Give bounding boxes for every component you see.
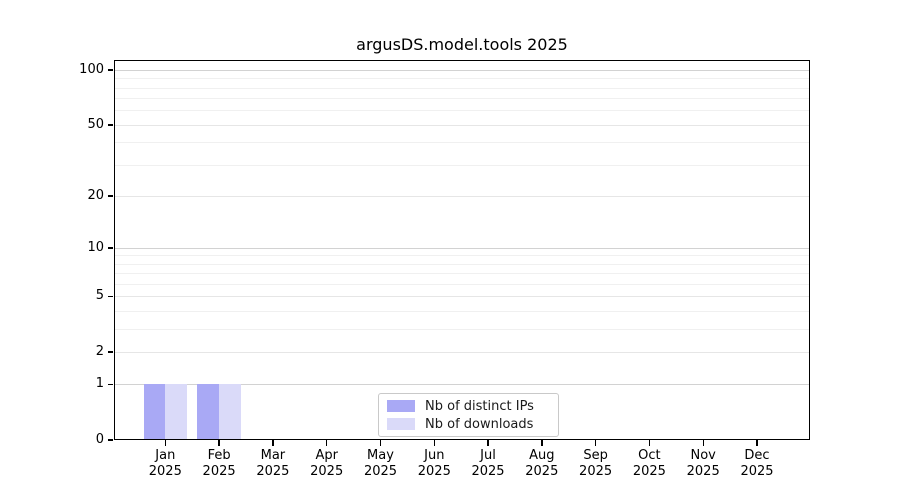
y-tick-label: 0 [95, 432, 104, 447]
x-tick [756, 440, 758, 446]
y-tick [107, 195, 113, 197]
x-tick [325, 440, 328, 446]
y-gridline-minor [115, 255, 809, 257]
y-gridline-minor [115, 273, 809, 275]
y-tick-label: 2 [95, 343, 104, 359]
y-tick-label: 1 [95, 376, 104, 392]
y-gridline-major [115, 70, 809, 71]
y-tick-label: 5 [95, 288, 104, 304]
x-tick-label: Apr 2025 [310, 448, 344, 479]
y-tick-label: 50 [87, 116, 104, 132]
y-gridline-minor [115, 142, 809, 144]
bar-distinct-ips [197, 384, 220, 439]
x-tick-label: Dec 2025 [740, 448, 774, 479]
legend-entry: Nb of downloads [387, 417, 558, 432]
x-tick-label: Sep 2025 [579, 448, 613, 479]
y-gridline-major [115, 384, 809, 386]
y-gridline-minor [115, 311, 809, 312]
x-tick [164, 440, 167, 446]
x-tick-label: Jul 2025 [471, 448, 505, 479]
x-tick [218, 440, 220, 446]
legend-label: Nb of distinct IPs [425, 398, 534, 414]
y-gridline-minor [115, 87, 809, 89]
x-tick-label: May 2025 [363, 448, 398, 479]
x-tick-label: Mar 2025 [256, 448, 290, 479]
chart-title: argusDS.model.tools 2025 [356, 35, 568, 54]
x-tick [541, 440, 543, 446]
legend: Nb of distinct IPs Nb of downloads [378, 393, 559, 437]
y-gridline-minor [115, 164, 809, 166]
y-tick [107, 351, 113, 353]
x-tick-label: Aug 2025 [525, 448, 559, 479]
y-tick-label: 20 [87, 187, 104, 203]
plot-frame [114, 60, 810, 440]
x-tick-label: Jun 2025 [417, 448, 451, 479]
y-tick [107, 69, 113, 71]
x-tick [702, 440, 704, 446]
y-tick [107, 247, 113, 249]
y-gridline-minor [115, 284, 809, 285]
x-tick [272, 440, 274, 446]
y-tick-label: 100 [79, 62, 104, 77]
x-tick [433, 440, 435, 446]
y-tick [107, 295, 113, 298]
y-gridline [115, 351, 809, 353]
y-tick [107, 439, 113, 441]
bar-downloads [219, 384, 241, 439]
y-tick-label: 10 [87, 239, 104, 255]
x-tick [594, 440, 597, 446]
legend-label: Nb of downloads [425, 416, 534, 432]
x-tick-label: Jan 2025 [148, 448, 182, 479]
legend-entry: Nb of distinct IPs [387, 399, 558, 414]
y-gridline-minor [115, 98, 809, 100]
y-gridline-major [115, 247, 809, 249]
legend-swatch-distinct-ips [387, 400, 415, 412]
x-tick-label: Oct 2025 [632, 448, 666, 479]
x-tick [379, 440, 382, 446]
y-gridline [115, 195, 809, 197]
y-gridline [115, 296, 809, 298]
x-tick-label: Nov 2025 [686, 448, 720, 479]
y-tick [107, 383, 113, 386]
x-tick [487, 440, 489, 446]
legend-swatch-downloads [387, 418, 415, 430]
bar-downloads [165, 384, 188, 439]
y-gridline-minor [115, 328, 809, 330]
y-gridline-minor [115, 110, 809, 112]
y-gridline [115, 124, 809, 126]
bar-distinct-ips [143, 384, 166, 439]
y-gridline-minor [115, 263, 809, 265]
x-tick [648, 440, 651, 446]
y-gridline-minor [115, 78, 809, 80]
x-tick-label: Feb 2025 [202, 448, 236, 479]
y-tick [107, 124, 113, 126]
